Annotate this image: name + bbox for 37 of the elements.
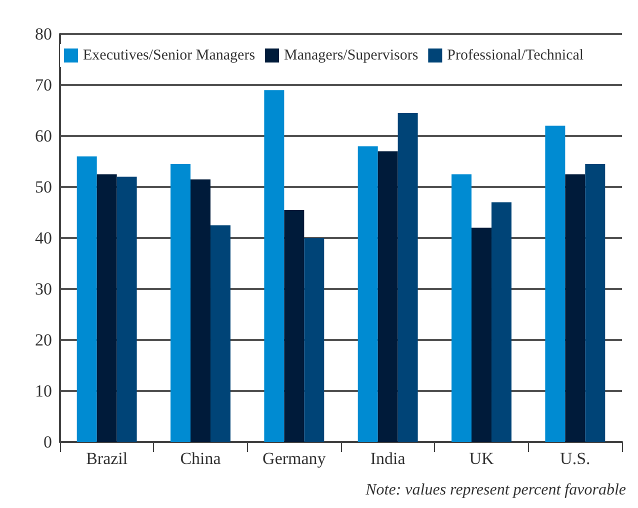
bar	[190, 179, 210, 442]
y-tick-label: 40	[35, 228, 52, 248]
x-tick-label: India	[370, 449, 406, 468]
bar	[76, 156, 97, 442]
y-tick-label: 30	[35, 280, 52, 298]
bar	[585, 164, 606, 442]
x-tick-label: Germany	[262, 449, 326, 468]
bar	[565, 174, 586, 442]
y-tick-label: 0	[44, 432, 52, 452]
legend-label: Professional/Technical	[447, 48, 584, 64]
y-tick-label: 80	[35, 24, 52, 44]
legend-label: Managers/Supervisors	[284, 48, 418, 64]
x-tick-label: U.S.	[560, 449, 590, 468]
y-tick-label: 70	[35, 76, 52, 94]
text: Note: values represent percent favorable	[364, 482, 626, 498]
bar	[378, 151, 398, 442]
y-tick-label: 60	[35, 126, 52, 146]
y-tick-label: 50	[35, 178, 52, 196]
bar	[116, 176, 137, 442]
bar	[472, 228, 492, 442]
bar	[210, 225, 230, 442]
y-tick-label: 10	[35, 382, 52, 400]
bar	[96, 174, 117, 442]
bar	[545, 126, 566, 442]
bar	[304, 238, 324, 442]
x-tick-label: China	[180, 449, 222, 468]
bar	[452, 174, 472, 442]
bar	[170, 164, 191, 442]
bar	[264, 90, 284, 442]
bar	[284, 210, 304, 442]
y-tick-label: 20	[35, 330, 52, 350]
bar	[491, 202, 512, 442]
legend-label: Executives/Senior Managers	[83, 48, 256, 64]
bar	[358, 146, 378, 442]
x-tick-label: UK	[469, 449, 494, 468]
x-tick-label: Brazil	[86, 449, 128, 468]
bar	[398, 113, 418, 442]
